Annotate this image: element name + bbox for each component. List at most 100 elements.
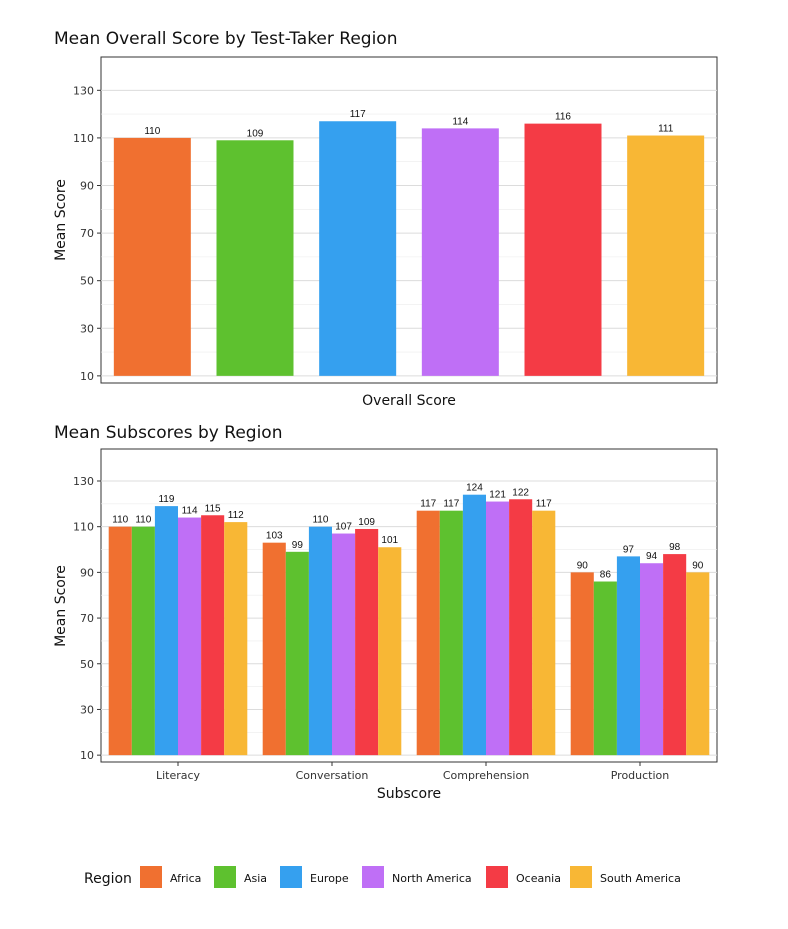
bar-value-label: 90 (692, 560, 704, 571)
bar-value-label: 115 (205, 503, 221, 514)
x-axis-title-overall: Overall Score (362, 393, 456, 409)
y-tick-label: 50 (80, 658, 94, 671)
bar-conversation-asia (285, 551, 309, 756)
bar-production-south-america (686, 572, 710, 756)
chart-title-overall: Mean Overall Score by Test-Taker Region (54, 29, 397, 49)
bar-value-label: 94 (646, 551, 658, 562)
bar-value-label: 98 (669, 542, 681, 553)
bar-value-label: 103 (266, 531, 283, 542)
y-tick-label: 10 (80, 370, 94, 383)
legend-label: South America (600, 872, 681, 885)
bar-literacy-africa (108, 526, 132, 756)
y-tick-label: 110 (73, 521, 94, 534)
y-tick-label: 130 (73, 84, 94, 97)
value-labels-overall: 110 109 117 114 116 111 (144, 109, 673, 139)
bar-africa (113, 137, 191, 376)
x-axis-title-subscores: Subscore (377, 786, 441, 802)
bar-value-label: 109 (358, 517, 375, 528)
y-tick-label: 130 (73, 475, 94, 488)
legend-label: Asia (244, 872, 267, 885)
bar-production-asia (593, 581, 617, 756)
legend: Region Africa Asia Europe North America Ocea… (84, 866, 681, 888)
bar-value-label: 117 (420, 499, 436, 510)
bar-comprehension-oceania (509, 499, 533, 756)
bar-value-label: 110 (312, 515, 328, 526)
bar-value-label: 124 (466, 483, 483, 494)
bar-value-label: 111 (658, 124, 674, 135)
bar-value-label: 112 (228, 510, 244, 521)
bar-asia (216, 140, 294, 376)
x-tick-label: Production (611, 769, 670, 782)
bar-value-label: 99 (292, 540, 304, 551)
bar-value-label: 110 (144, 126, 160, 137)
chart-title-subscores: Mean Subscores by Region (54, 423, 282, 443)
legend-swatch-africa (140, 866, 162, 888)
bar-comprehension-africa (416, 510, 440, 756)
gridlines-overall (101, 89, 717, 377)
bar-literacy-europe (154, 506, 178, 756)
legend-label: Europe (310, 872, 349, 885)
bar-conversation-south-america (378, 547, 402, 756)
x-tick-label: Literacy (156, 769, 201, 782)
y-tick-label: 90 (80, 566, 94, 579)
bar-value-label: 117 (443, 499, 459, 510)
bar-value-label: 114 (452, 116, 468, 127)
plot-frame-overall (100, 56, 718, 384)
bar-value-label: 117 (536, 499, 552, 510)
y-tick-label: 30 (80, 322, 94, 335)
y-axis-title-subscores: Mean Score (53, 565, 69, 647)
bar-literacy-south-america (224, 522, 248, 756)
bar-value-label: 117 (350, 109, 366, 120)
y-tick-label: 50 (80, 275, 94, 288)
bar-production-europe (616, 556, 640, 756)
bar-comprehension-north-america (486, 501, 510, 756)
bar-conversation-europe (308, 526, 332, 756)
y-tick-label: 10 (80, 749, 94, 762)
bars-subscores (108, 494, 710, 756)
bar-oceania (524, 123, 602, 376)
bar-comprehension-asia (439, 510, 463, 756)
bar-conversation-africa (262, 542, 286, 756)
bars-overall (113, 121, 705, 376)
legend-swatch-europe (280, 866, 302, 888)
bar-value-label: 122 (512, 487, 529, 498)
x-ticks-subscores: Literacy Conversation Comprehension Product… (156, 762, 669, 782)
value-labels-subscores: 110 110 119 114 115 112 103 99 110 107 109 101 117 11… (112, 483, 703, 581)
legend-swatch-oceania (486, 866, 508, 888)
legend-title: Region (84, 871, 132, 887)
bar-value-label: 110 (112, 515, 128, 526)
bar-value-label: 107 (335, 522, 352, 533)
y-tick-label: 90 (80, 179, 94, 192)
bar-value-label: 116 (555, 112, 571, 123)
bar-south-america (627, 135, 705, 376)
y-tick-label: 110 (73, 132, 94, 145)
bar-value-label: 90 (577, 560, 589, 571)
y-tick-label: 30 (80, 703, 94, 716)
bar-literacy-oceania (201, 515, 225, 756)
legend-label: North America (392, 872, 472, 885)
legend-swatch-asia (214, 866, 236, 888)
bar-comprehension-south-america (532, 510, 556, 756)
legend-items: Africa Asia Europe North America Oceania Sout… (140, 866, 681, 888)
legend-swatch-north-america (362, 866, 384, 888)
bar-production-north-america (640, 563, 664, 756)
bar-value-label: 121 (489, 490, 506, 501)
legend-label: Africa (170, 872, 201, 885)
bar-production-oceania (663, 554, 687, 756)
bar-literacy-north-america (178, 517, 202, 756)
bar-value-label: 110 (135, 515, 151, 526)
legend-swatch-south-america (570, 866, 592, 888)
bar-value-label: 114 (182, 506, 198, 517)
x-tick-label: Comprehension (443, 769, 529, 782)
y-ticks-overall: 10 30 50 70 90 110 130 (73, 84, 101, 383)
bar-value-label: 119 (158, 494, 174, 505)
bar-value-label: 97 (623, 544, 635, 555)
bar-comprehension-europe (462, 494, 486, 756)
legend-label: Oceania (516, 872, 561, 885)
y-ticks-subscores: 10 30 50 70 90 110 130 (73, 475, 101, 762)
bar-production-africa (570, 572, 594, 756)
bar-value-label: 101 (381, 535, 398, 546)
y-tick-label: 70 (80, 612, 94, 625)
bar-europe (319, 121, 397, 376)
